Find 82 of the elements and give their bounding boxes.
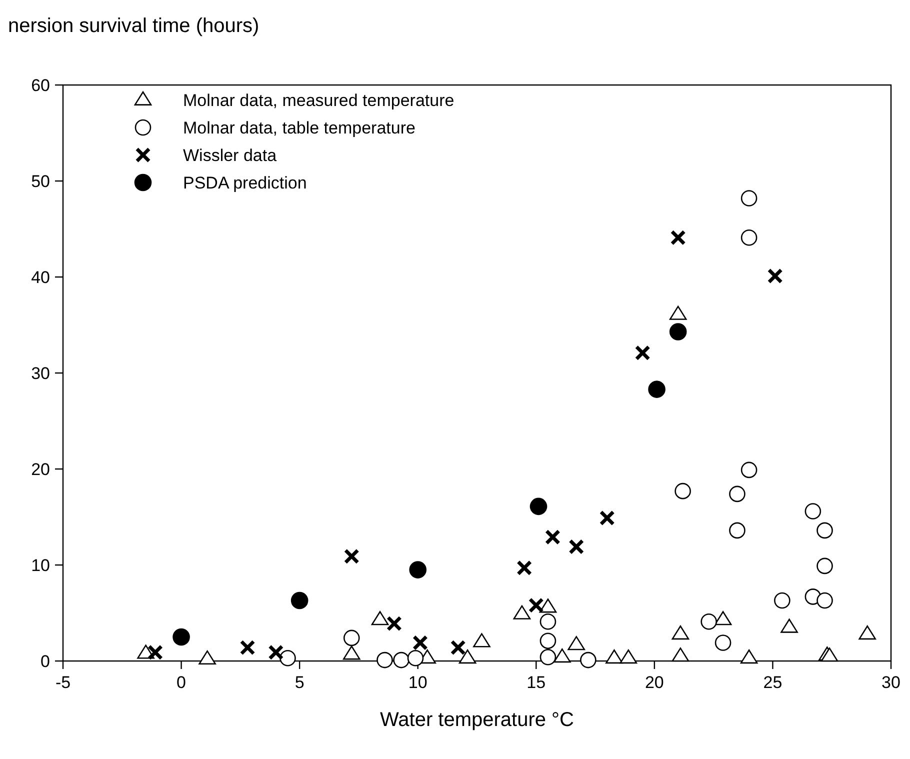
legend-label: Molnar data, table temperature <box>183 118 416 138</box>
point <box>606 649 623 664</box>
y-tick-label: 20 <box>31 460 50 479</box>
point <box>540 632 556 649</box>
point <box>774 592 790 609</box>
y-tick-label: 60 <box>31 76 50 95</box>
x-axis-title: Water temperature °C <box>380 709 574 731</box>
x-tick-label: 10 <box>408 673 428 692</box>
point <box>450 640 466 656</box>
x-tick-label: 20 <box>644 673 664 692</box>
point <box>530 498 548 516</box>
legend-label: Wissler data <box>183 146 278 165</box>
point <box>371 611 389 626</box>
point <box>599 510 615 526</box>
point <box>816 558 833 574</box>
point <box>409 561 427 578</box>
point <box>820 648 838 662</box>
point <box>198 650 216 665</box>
x-tick-label: 5 <box>294 673 304 692</box>
y-tick-label: 10 <box>31 556 50 575</box>
point <box>672 648 690 662</box>
point <box>714 634 732 651</box>
point <box>672 625 690 640</box>
point <box>816 592 833 609</box>
point <box>669 323 687 340</box>
point <box>740 229 758 246</box>
point <box>670 230 686 246</box>
point <box>620 649 638 664</box>
y-tick-label: 30 <box>31 364 50 383</box>
point <box>513 605 531 620</box>
point <box>554 648 571 663</box>
point <box>767 268 783 284</box>
point <box>539 598 557 613</box>
point <box>172 628 190 646</box>
point <box>729 486 746 502</box>
point <box>386 616 402 632</box>
point <box>458 649 476 664</box>
point <box>740 462 758 478</box>
point <box>376 652 393 668</box>
point <box>407 650 424 666</box>
point <box>268 644 284 660</box>
point <box>729 522 746 539</box>
legend-label: Molnar data, measured temperature <box>183 90 454 110</box>
point <box>540 613 556 630</box>
point <box>473 633 490 648</box>
point <box>148 644 164 660</box>
point <box>674 482 691 500</box>
point <box>804 503 822 520</box>
y-tick-label: 50 <box>31 172 50 191</box>
point <box>568 636 586 650</box>
point <box>393 652 410 668</box>
point <box>516 560 532 576</box>
y-axis-title: nersion survival time (hours) <box>8 15 260 37</box>
x-tick-label: 30 <box>882 673 900 692</box>
point <box>648 380 666 398</box>
point <box>816 522 833 539</box>
y-tick-label: 40 <box>31 268 50 287</box>
y-tick-label: 0 <box>40 652 50 671</box>
point <box>540 649 556 666</box>
point <box>544 529 560 545</box>
x-tick-label: 15 <box>526 673 546 692</box>
point <box>412 635 428 651</box>
legend-label: PSDA prediction <box>183 173 307 192</box>
point <box>240 640 256 656</box>
point <box>634 345 650 361</box>
point <box>343 630 360 646</box>
point <box>568 539 584 555</box>
point <box>344 548 360 564</box>
point <box>740 190 758 206</box>
point <box>858 625 876 640</box>
point <box>342 646 360 660</box>
point <box>780 618 798 633</box>
x-tick-label: 25 <box>763 673 782 692</box>
point <box>714 611 732 626</box>
point <box>740 649 758 664</box>
x-tick-label: 0 <box>176 673 186 692</box>
point <box>280 650 296 666</box>
x-tick-label: -5 <box>55 673 71 692</box>
point <box>290 592 308 610</box>
point <box>700 613 717 630</box>
point <box>580 652 596 668</box>
point <box>528 598 544 614</box>
